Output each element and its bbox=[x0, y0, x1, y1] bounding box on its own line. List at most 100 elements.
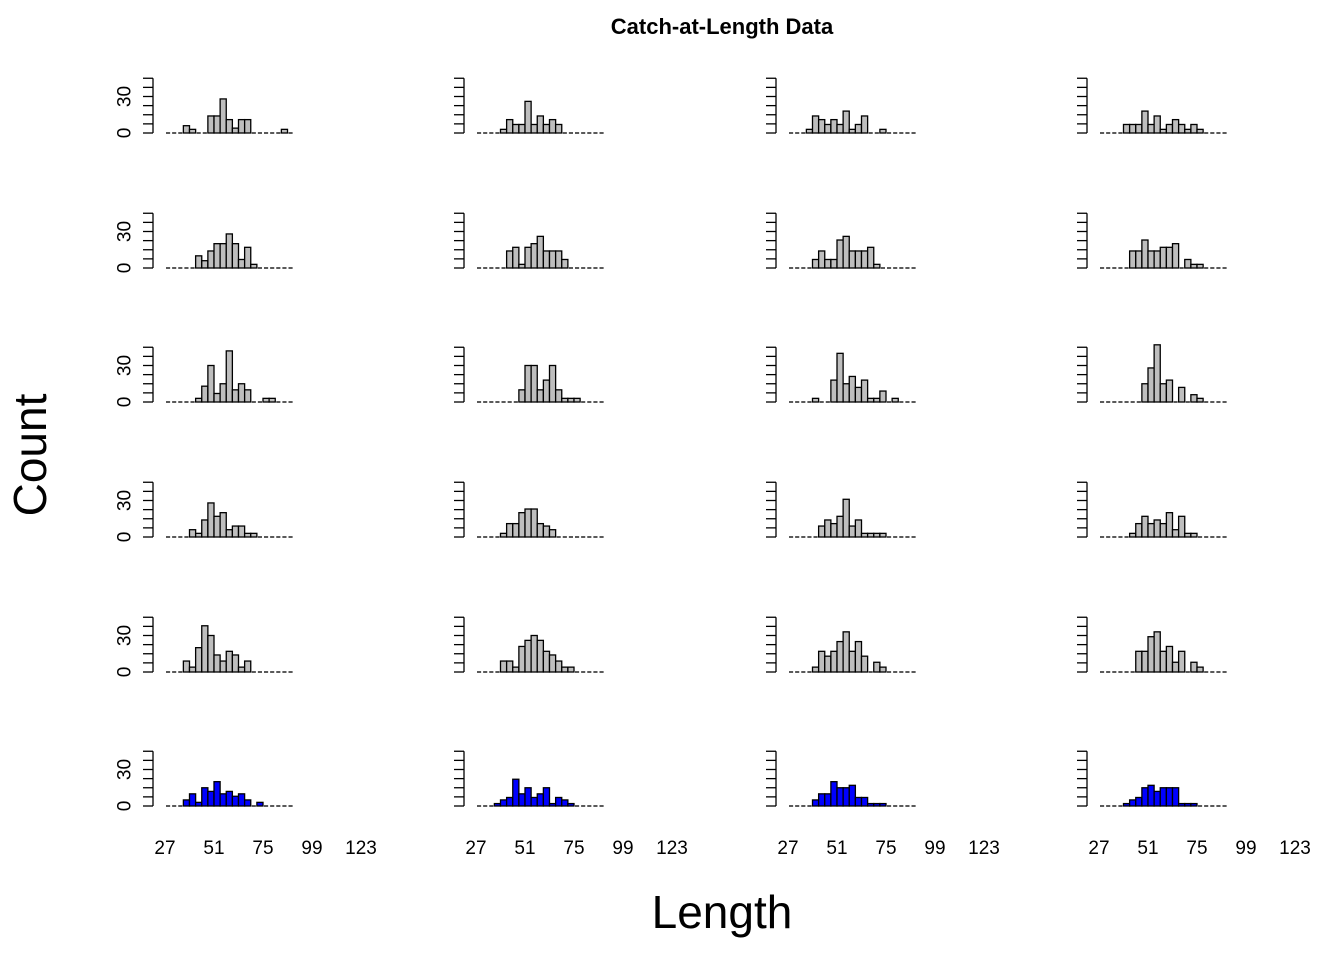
bar bbox=[1177, 123, 1186, 134]
panel-r1-c1: 0 30 bbox=[115, 77, 293, 138]
bar bbox=[237, 525, 246, 538]
bar bbox=[194, 801, 203, 807]
bar bbox=[1141, 383, 1149, 403]
bar bbox=[1177, 515, 1186, 538]
y-tick-label: 30 bbox=[115, 490, 136, 511]
bar bbox=[1184, 532, 1192, 538]
bar bbox=[536, 389, 545, 403]
bar bbox=[1141, 239, 1149, 269]
bar bbox=[219, 383, 227, 403]
bar bbox=[860, 115, 869, 134]
bar bbox=[561, 397, 569, 403]
bar bbox=[213, 392, 221, 403]
bar bbox=[188, 529, 197, 538]
panel-r3-c4 bbox=[1077, 344, 1227, 403]
bar bbox=[873, 397, 881, 403]
bar bbox=[1165, 123, 1174, 134]
bar bbox=[536, 115, 545, 134]
bar bbox=[1153, 519, 1161, 538]
bar bbox=[256, 801, 264, 807]
bar bbox=[1196, 128, 1204, 134]
bar bbox=[824, 123, 832, 134]
bar bbox=[848, 784, 857, 807]
x-tick-label: 99 bbox=[612, 838, 633, 859]
bar bbox=[1147, 250, 1155, 269]
bar bbox=[1177, 650, 1186, 673]
bar bbox=[505, 250, 514, 269]
bar bbox=[1171, 787, 1180, 807]
bar bbox=[554, 389, 563, 403]
bar bbox=[237, 793, 246, 807]
bar bbox=[842, 383, 850, 403]
bar bbox=[1159, 383, 1168, 403]
bar bbox=[824, 519, 832, 538]
bar bbox=[237, 258, 246, 269]
bar bbox=[1153, 344, 1161, 403]
bar bbox=[836, 640, 844, 673]
x-tick-label: 75 bbox=[563, 838, 584, 859]
panel-r1-c3 bbox=[766, 77, 916, 134]
bar bbox=[536, 639, 545, 673]
bar bbox=[842, 631, 850, 673]
bar bbox=[830, 781, 838, 807]
bar bbox=[873, 802, 881, 807]
bar bbox=[194, 255, 203, 269]
bar bbox=[842, 787, 850, 807]
panel-r2-c1: 0 30 bbox=[115, 212, 293, 273]
bar bbox=[1128, 123, 1137, 134]
y-tick-label: 30 bbox=[115, 759, 136, 780]
bar bbox=[548, 529, 557, 538]
bar bbox=[524, 100, 532, 134]
bar bbox=[860, 250, 869, 269]
bar bbox=[1190, 394, 1198, 403]
panel-r6-c3: 27 51 75 99 123 bbox=[766, 750, 1000, 859]
bar bbox=[499, 660, 508, 673]
bar bbox=[567, 802, 575, 807]
bar bbox=[207, 250, 215, 269]
x-tick-label: 123 bbox=[345, 838, 377, 859]
bar bbox=[188, 666, 197, 673]
bar bbox=[512, 246, 520, 269]
bar bbox=[530, 123, 538, 134]
bar bbox=[1141, 650, 1149, 673]
panel-r6-c1: 0 30 27 51 75 99 123 bbox=[115, 750, 377, 859]
bar bbox=[201, 787, 209, 807]
x-tick-label: 51 bbox=[826, 838, 847, 859]
bar bbox=[824, 793, 832, 807]
bar bbox=[854, 250, 863, 269]
x-tick-label: 123 bbox=[1279, 838, 1311, 859]
x-tick-label: 99 bbox=[301, 838, 322, 859]
bar bbox=[848, 375, 857, 403]
bar bbox=[561, 799, 569, 807]
bar bbox=[1128, 250, 1137, 269]
bar bbox=[518, 389, 526, 403]
bar bbox=[542, 525, 551, 538]
bar bbox=[1147, 784, 1155, 807]
bar bbox=[1147, 522, 1155, 538]
bar bbox=[512, 123, 520, 134]
bar bbox=[891, 397, 899, 403]
bar bbox=[213, 515, 221, 538]
bar bbox=[1165, 379, 1174, 403]
x-tick-label: 51 bbox=[203, 838, 224, 859]
bar bbox=[499, 128, 508, 134]
bar bbox=[1128, 799, 1137, 807]
bar bbox=[505, 660, 514, 673]
bar bbox=[250, 532, 258, 538]
bar bbox=[866, 802, 875, 807]
bar bbox=[237, 383, 246, 403]
bar bbox=[250, 263, 258, 269]
bar bbox=[201, 260, 209, 269]
bar bbox=[1184, 128, 1192, 134]
bar bbox=[817, 118, 826, 134]
bar bbox=[536, 235, 545, 269]
bar bbox=[268, 397, 276, 403]
bar bbox=[1171, 243, 1180, 269]
panel-r4-c4 bbox=[1077, 481, 1227, 538]
bar bbox=[1171, 661, 1180, 673]
panel-r5-c2 bbox=[454, 616, 604, 673]
panel-r2-c3 bbox=[766, 212, 916, 269]
bar bbox=[848, 250, 857, 269]
bar bbox=[542, 650, 551, 673]
bar bbox=[505, 522, 514, 538]
